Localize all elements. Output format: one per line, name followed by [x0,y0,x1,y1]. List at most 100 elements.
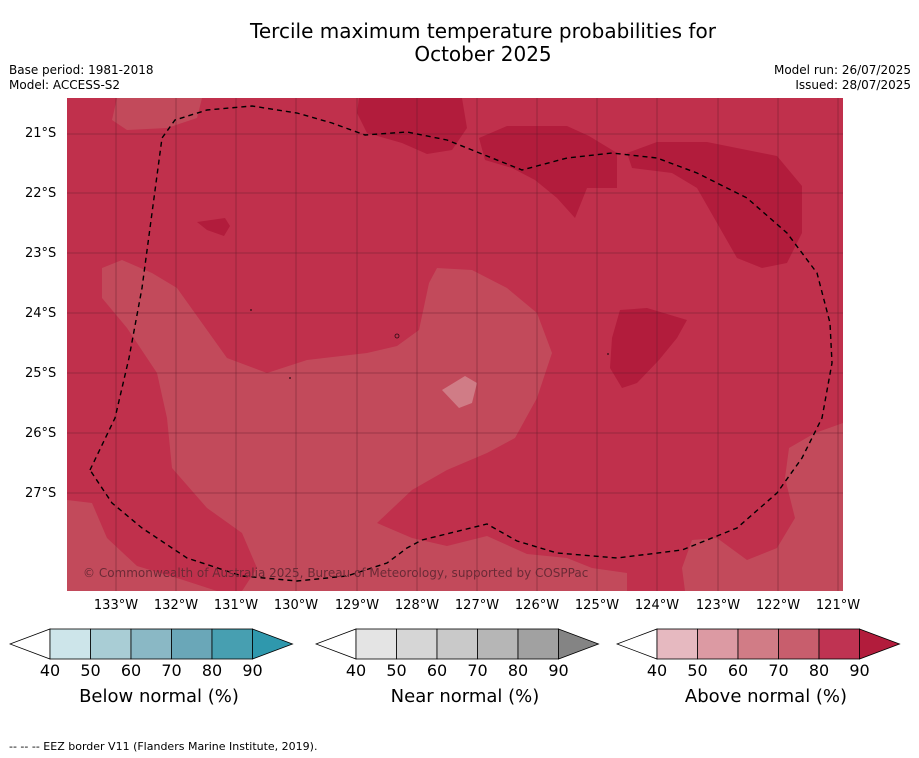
region-above-70-topleft [112,98,202,130]
model-name: Model: ACCESS-S2 [9,78,121,92]
colorbar-below-normal [9,628,294,660]
colorbar-max-arrow [859,628,901,660]
legend-ticks: 40 50 60 70 80 90 [9,661,309,681]
colorbar-above-normal [616,628,901,660]
base-period: Base period: 1981-2018 [9,63,154,77]
legend-tick: 70 [768,661,789,680]
lat-label: 27°S [25,486,57,501]
lon-label: 132°W [153,598,199,613]
lon-label: 124°W [634,598,680,613]
region-above-60-patch [442,376,477,408]
lon-label: 127°W [454,598,500,613]
lon-label: 128°W [394,598,440,613]
region-above-70-bottomleft [67,500,217,591]
colorbar-max-arrow [558,628,600,660]
legend-tick: 60 [426,661,448,680]
legend-caption: Near normal (%) [390,686,540,707]
legend-tick: 40 [646,661,668,680]
colorbar-segment [818,628,860,660]
legend-tick: 80 [808,661,830,680]
lon-label: 126°W [514,598,560,613]
meta-right: Model run: 26/07/2025 Issued: 28/07/2025 [774,63,911,93]
lon-label: 130°W [273,598,319,613]
lat-label: 25°S [25,366,57,381]
colorbar-segment [517,628,559,660]
colorbar-segment [211,628,253,660]
colorbar-segment [656,628,698,660]
colorbar-max-arrow [252,628,294,660]
colorbar-segment [49,628,91,660]
lat-label: 23°S [25,246,57,261]
legend-tick: 70 [161,661,182,680]
lon-label: 121°W [815,598,861,613]
region-above-70-center [102,260,627,591]
colorbar-segment [90,628,132,660]
eez-border [89,105,833,582]
island-dot-4 [607,353,609,355]
lat-label: 22°S [25,186,57,201]
map-title: Tercile maximum temperature probabilitie… [0,20,919,66]
region-above-90-right [627,142,802,268]
eez-source-note: -- -- -- EEZ border V11 (Flanders Marine… [9,740,318,753]
lon-label: 123°W [695,598,741,613]
legend-tick: 90 [548,661,569,680]
lon-label: 125°W [574,598,620,613]
colorbar-min-arrow [616,628,658,660]
colorbar-segment [436,628,478,660]
colorbar-near-normal [315,628,600,660]
colorbar-segment [171,628,213,660]
map-canvas [67,98,843,591]
colorbar-segment [396,628,438,660]
legend-tick: 70 [467,661,488,680]
legend-tick: 90 [242,661,263,680]
legend-tick: 90 [849,661,870,680]
colorbar-segment [737,628,779,660]
legend-tick: 50 [687,661,708,680]
colorbar-segment [355,628,397,660]
region-above-90-small [197,218,230,236]
legend-tick: 50 [80,661,101,680]
lat-label: 24°S [25,306,57,321]
colorbar-segment [130,628,172,660]
issued-date: Issued: 28/07/2025 [795,78,911,92]
legend-below-normal: 40 50 60 70 80 90 Below normal (%) [9,628,309,728]
legend-tick: 60 [727,661,749,680]
island-dot-2 [250,309,252,311]
legend-tick: 50 [386,661,407,680]
region-above-90-top [357,98,467,154]
lon-label: 122°W [755,598,801,613]
probability-map [67,98,843,591]
colorbar-min-arrow [315,628,357,660]
island-dot-1 [394,333,400,339]
copyright-notice: © Commonwealth of Australia 2025, Bureau… [83,566,589,580]
legend-tick: 60 [120,661,142,680]
title-line-1: Tercile maximum temperature probabilitie… [250,19,716,43]
legend-ticks: 40 50 60 70 80 90 [616,661,916,681]
title-line-2: October 2025 [414,42,552,66]
colorbar-segment [697,628,739,660]
legend-near-normal: 40 50 60 70 80 90 Near normal (%) [315,628,615,728]
lat-label: 26°S [25,426,57,441]
legend-caption: Below normal (%) [79,686,239,707]
model-run: Model run: 26/07/2025 [773,63,911,77]
meta-left: Base period: 1981-2018 Model: ACCESS-S2 [9,63,154,93]
legend-above-normal: 40 50 60 70 80 90 Above normal (%) [616,628,916,728]
legend-tick: 80 [507,661,529,680]
colorbar-segment [477,628,519,660]
lon-label: 131°W [213,598,259,613]
legend-caption: Above normal (%) [684,686,848,707]
colorbar-min-arrow [9,628,51,660]
lat-label: 21°S [25,126,57,141]
legend-tick: 40 [39,661,61,680]
legend-tick: 40 [345,661,367,680]
legend-ticks: 40 50 60 70 80 90 [315,661,615,681]
region-above-90-mid [610,308,687,388]
region-above-90-topright [479,126,617,218]
lon-label: 129°W [334,598,380,613]
colorbar-segment [778,628,820,660]
island-dot-3 [289,377,291,379]
legend-tick: 80 [201,661,223,680]
graticule [67,98,843,591]
region-above-70-right [682,423,843,591]
lon-label: 133°W [93,598,139,613]
